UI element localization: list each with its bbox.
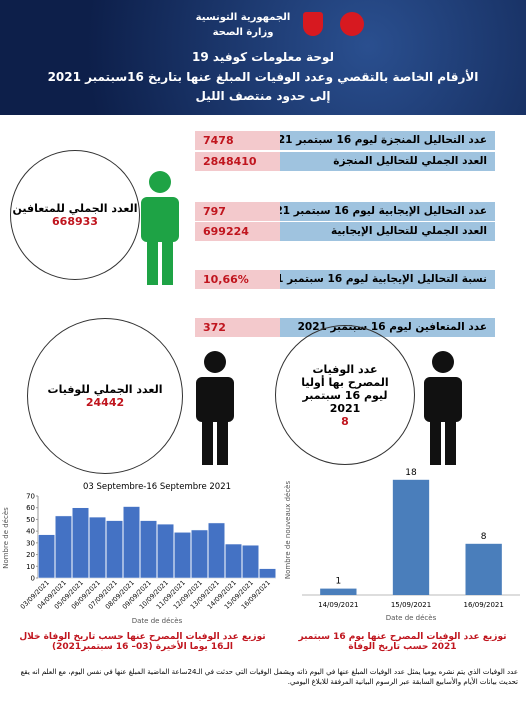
- chart-title: 03 Septembre-16 Septembre 2021: [83, 482, 231, 492]
- bar: [465, 543, 502, 595]
- circle-recovered: العدد الجملي للمتعافين 668933: [10, 150, 140, 280]
- subtitle: الأرقام الخاصة بالتقصي وعدد الوفيات المب…: [47, 70, 479, 84]
- person-black: [424, 351, 462, 465]
- stat-value: 372: [195, 318, 280, 337]
- subtitle2: إلى حدود منتصف الليل: [195, 89, 331, 103]
- circle-value: 8: [341, 414, 349, 428]
- data-label: 1: [335, 577, 341, 587]
- x-tick-label: 15/09/2021: [391, 601, 431, 609]
- x-tick-label: 16/09/2021: [463, 601, 503, 609]
- stat-label: العدد الجملي للتحاليل المنجزة: [280, 152, 495, 171]
- person-green: [141, 171, 179, 285]
- y-tick-label: 40: [26, 528, 35, 536]
- chart-daily: 03 Septembre-16 Septembre 2021 Nombre de …: [2, 482, 276, 625]
- x-tick-label: 14/09/2021: [318, 601, 358, 609]
- circle-deaths: العدد الجملي للوفيات 24442: [27, 318, 183, 474]
- bar: [225, 543, 242, 579]
- y-tick-label: 50: [26, 516, 35, 524]
- header-band: [0, 0, 526, 115]
- stat-value: 2848410: [195, 152, 280, 171]
- stat-label: نسبة التحاليل الإيجابية ليوم 16 سبتمبر 2…: [280, 270, 495, 289]
- x-axis-label: Date de décès: [386, 614, 437, 622]
- circle-label: العدد الجملي للمتعافين: [12, 202, 138, 215]
- bar: [191, 529, 208, 579]
- stat-value: 699224: [195, 222, 280, 241]
- bar: [392, 479, 430, 595]
- y-tick-label: 70: [26, 493, 35, 501]
- stat-value: 797: [195, 202, 280, 221]
- bar: [123, 506, 140, 579]
- title: لوحة معلومات كوفيد 19: [192, 50, 334, 64]
- caption: توزيع عدد الوفيات المصرح عنها يوم 16 سبت…: [298, 632, 507, 652]
- data-label: 8: [481, 532, 487, 542]
- country: الجمهورية التونسية: [195, 12, 291, 23]
- stat-label: عدد التحاليل الإيجابية ليوم 16 سبتمبر 20…: [280, 202, 495, 221]
- y-axis-label: Nombre de décès: [2, 507, 10, 569]
- bar: [106, 520, 123, 579]
- bar: [89, 516, 106, 579]
- bar: [157, 523, 174, 579]
- bar: [55, 515, 72, 579]
- x-axis-label: Date de décès: [132, 617, 183, 625]
- caption: توزيع عدد الوفيات المصرح عنها حسب تاريخ …: [19, 632, 266, 652]
- bar: [140, 520, 157, 579]
- bar: [72, 507, 89, 579]
- stat-label: عدد التحاليل المنجزة ليوم 16 سبتمبر 2021: [280, 131, 495, 150]
- data-label: 18: [405, 468, 417, 478]
- footer: عدد الوفيات الذي يتم نشره يوميا يمثل عدد…: [20, 668, 518, 686]
- circle-new-deaths: عدد الوفيات المصرح بها أوليا ليوم 16 سبت…: [275, 325, 415, 465]
- emblem: [303, 12, 323, 36]
- circle-value: 24442: [85, 396, 125, 409]
- chart-new: Nombre de nouveaux décès Date de décès 14/…: [284, 468, 520, 622]
- bar: [259, 568, 276, 579]
- y-tick-label: 20: [26, 551, 35, 559]
- y-tick-label: 60: [26, 504, 35, 512]
- stat-value: 10,66%: [195, 270, 280, 289]
- logo: [340, 12, 364, 36]
- y-tick-label: 10: [26, 563, 35, 571]
- circle-label: عدد الوفيات المصرح بها أوليا ليوم 16 سبت…: [301, 362, 389, 415]
- bar: [174, 532, 191, 579]
- stat-label: العدد الجملي للتحاليل الإيجابية: [280, 222, 495, 241]
- bar: [38, 534, 55, 579]
- circle-value: 668933: [52, 215, 98, 228]
- y-tick-label: 0: [31, 575, 35, 583]
- bar: [320, 588, 357, 595]
- ministry: وزارة الصحة: [212, 27, 274, 38]
- y-axis-label: Nombre de nouveaux décès: [284, 481, 292, 580]
- bar: [208, 522, 225, 579]
- person-black: [196, 351, 234, 465]
- circle-label: العدد الجملي للوفيات: [47, 383, 163, 396]
- bar: [242, 544, 259, 579]
- y-tick-label: 30: [26, 539, 35, 547]
- stat-value: 7478: [195, 131, 280, 150]
